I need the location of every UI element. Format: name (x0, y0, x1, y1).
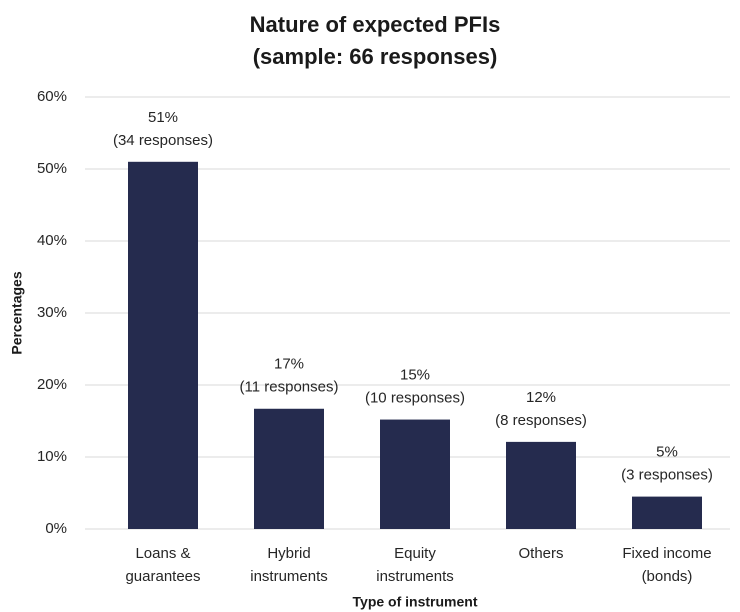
bar (128, 161, 198, 530)
y-tick-label: 40% (37, 232, 67, 249)
value-label: (8 responses) (495, 412, 587, 429)
y-axis-title: Percentages (9, 271, 25, 354)
y-tick-label: 50% (37, 160, 67, 177)
bar (506, 441, 576, 529)
value-label: (34 responses) (113, 132, 213, 149)
chart-title: Nature of expected PFIs (250, 12, 501, 37)
x-tick-label: Equity (394, 545, 436, 562)
value-label: (11 responses) (240, 379, 339, 396)
value-label: 15% (400, 367, 430, 384)
x-tick-label: guarantees (125, 568, 200, 585)
y-tick-label: 0% (45, 520, 67, 537)
chart-subtitle: (sample: 66 responses) (253, 44, 498, 69)
x-tick-label: Hybrid (267, 545, 310, 562)
y-tick-label: 20% (37, 376, 67, 393)
value-label: (3 responses) (621, 467, 713, 484)
bar (254, 408, 324, 529)
y-tick-label: 10% (37, 448, 67, 465)
x-axis-title: Type of instrument (353, 594, 478, 610)
value-label: 51% (148, 109, 178, 126)
x-tick-label: instruments (250, 568, 328, 585)
y-tick-label: 60% (37, 88, 67, 105)
x-tick-label: (bonds) (642, 568, 693, 585)
x-tick-label: Loans & (135, 545, 190, 562)
value-label: 12% (526, 389, 556, 406)
value-label: 5% (656, 444, 678, 461)
value-label: (10 responses) (365, 390, 465, 407)
x-tick-label: Fixed income (622, 545, 711, 562)
x-tick-label: Others (518, 545, 563, 562)
x-tick-label: instruments (376, 568, 454, 585)
bar (380, 419, 450, 529)
value-label: 17% (274, 356, 304, 373)
bar (632, 496, 702, 529)
y-tick-label: 30% (37, 304, 67, 321)
